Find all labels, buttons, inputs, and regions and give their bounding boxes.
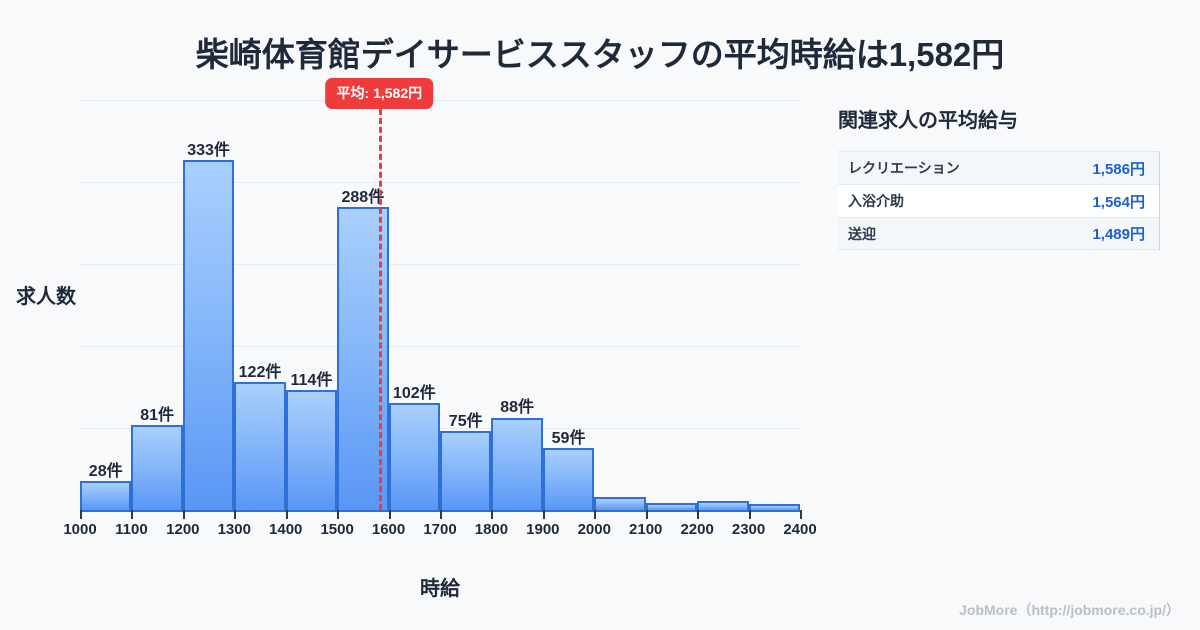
x-axis-tick [182,510,185,519]
bar [697,500,749,510]
job-category-name: 送迎 [848,225,876,242]
page-title: 柴崎体育館デイサービススタッフの平均時給は1,582円 [195,36,1005,73]
bar [542,447,595,510]
x-axis-tick-label: 1800 [474,521,509,538]
bar [234,381,286,510]
related-salary-panel: 関連求人の平均給与 レクリエーション 1,586円入浴介助 1,564円送迎 1,48… [838,104,1168,250]
gridline [80,428,800,429]
x-axis-tick [131,510,134,519]
job-category-wage: 1,586円 [1092,160,1145,178]
job-category-name: レクリエーション [848,160,960,176]
x-axis-label: 時給 [420,578,460,600]
x-axis-tick-label: 1000 [63,521,97,538]
footer-watermark: JobMore（http://jobmore.co.jp/） [959,602,1180,618]
bar-value-label: 102件 [392,384,436,402]
bar [80,480,132,510]
bar-value-label: 28件 [88,462,123,480]
x-axis-tick [594,510,597,519]
x-axis-tick-label: 2400 [783,521,817,538]
bar-value-label: 333件 [187,141,230,159]
average-badge: 平均: 1,582円 [325,78,434,109]
bar [645,502,698,510]
bar [388,402,440,510]
x-axis-tick [697,510,700,519]
bar-value-label: 114件 [290,372,333,390]
bar [440,431,492,510]
average-dashed-line [379,100,383,510]
job-category-name: 入浴介助 [848,193,904,209]
x-axis-tick-label: 2300 [731,521,766,538]
bar [748,503,800,510]
bar-value-label: 81件 [140,406,175,424]
x-axis-tick-label: 1500 [320,521,354,538]
x-axis-tick [285,510,288,519]
x-axis-tick [234,510,237,519]
bar-value-label: 88件 [500,399,535,417]
job-category-wage: 1,564円 [1092,193,1145,211]
bar [491,417,543,510]
x-axis-tick [645,510,648,519]
bar-value-label: 75件 [448,413,483,431]
related-salary-heading: 関連求人の平均給与 [838,110,1018,132]
gridline [80,346,800,347]
bar [285,390,338,510]
bar-value-label: 288件 [341,189,385,207]
y-axis-label: 求人数 [16,286,76,308]
job-category-wage: 1,489円 [1092,226,1145,243]
bar-value-label: 59件 [551,429,586,447]
x-axis-tick-label: 1600 [371,521,406,538]
bar-value-label: 122件 [238,363,282,381]
x-axis-tick-label: 2200 [680,521,714,538]
x-axis-tick [80,510,82,519]
bar [182,159,235,510]
x-axis-tick-label: 1400 [269,521,303,538]
x-axis-tick-label: 1100 [115,521,148,538]
bar [131,424,183,510]
x-axis-tick [440,510,442,519]
x-axis-tick-label: 2100 [629,521,663,538]
chart-plot-area: 28件 81件 333件 122件 114件 288件 102件 75件 88件 59件 1000… [63,78,817,538]
gridline [80,100,800,101]
x-axis-tick-label: 1700 [423,521,457,538]
bar-series: 28件 81件 333件 122件 114件 288件 102件 75件 88件 59件 [80,100,800,510]
x-axis-tick-label: 1300 [217,521,251,538]
x-axis-tick [388,510,391,519]
x-axis-tick [337,510,340,519]
x-axis-tick [491,510,494,519]
x-axis-tick [748,510,751,519]
related-salary-table: レクリエーション 1,586円入浴介助 1,564円送迎 1,489円 [838,151,1160,250]
x-axis-tick [800,510,802,519]
table-row[interactable]: レクリエーション 1,586円 [838,151,1159,184]
bar [594,497,646,510]
table-row[interactable]: 入浴介助 1,564円 [838,184,1159,217]
table-row[interactable]: 送迎 1,489円 [838,217,1159,250]
x-axis-tick-label: 1200 [166,521,200,538]
x-axis-tick-label: 1900 [526,521,560,538]
gridline [80,182,800,183]
gridline [80,264,800,265]
x-axis-tick-label: 2000 [577,521,611,538]
x-axis-tick [542,510,545,519]
